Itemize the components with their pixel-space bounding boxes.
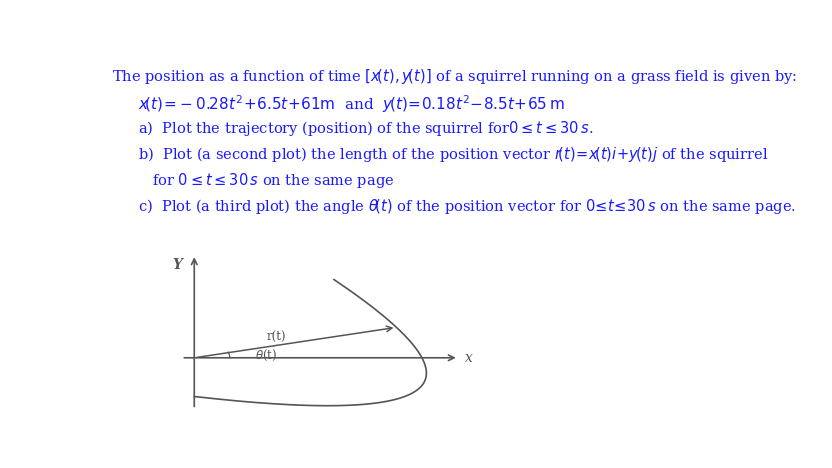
Text: for $0\leq t\leq 30\,s$ on the same page: for $0\leq t\leq 30\,s$ on the same page [152,171,394,190]
Text: a)  Plot the trajectory (position) of the squirrel for$0\leq t\leq 30\,s$.: a) Plot the trajectory (position) of the… [137,119,593,138]
Text: c)  Plot (a third plot) the angle $\theta\!\left(t\right)$ of the position vecto: c) Plot (a third plot) the angle $\theta… [137,197,795,216]
Text: r(t): r(t) [266,331,285,344]
Text: The position as a function of time $[x\!\left(t\right),y\!\left(t\right)]$ of a : The position as a function of time $[x\!… [111,67,797,86]
Text: x: x [465,351,473,365]
Text: b)  Plot (a second plot) the length of the position vector $r\!\left(t\right)\!=: b) Plot (a second plot) the length of th… [137,145,768,164]
Text: $x\!\left(t\right)\!=\!-0.28t^{2}\!+\!6.5t\!+\!61\mathrm{m}$  and  $y\!\left(t\r: $x\!\left(t\right)\!=\!-0.28t^{2}\!+\!6.… [137,93,564,115]
Text: $\theta$(t): $\theta$(t) [255,348,277,363]
Text: Y: Y [173,258,183,272]
